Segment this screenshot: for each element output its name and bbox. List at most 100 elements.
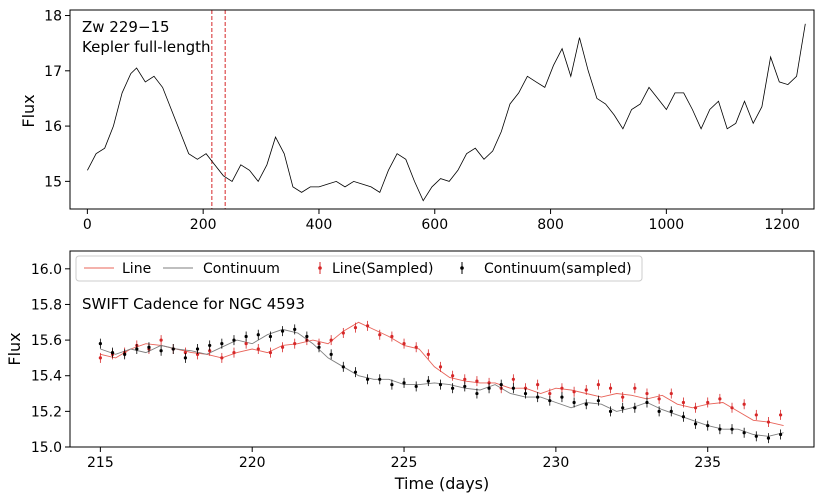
bottom-line-sampled-point-56	[778, 413, 783, 417]
bottom-line-sampled-point-0	[98, 356, 102, 360]
bottom-series-continuum-sampled	[98, 324, 783, 444]
bottom-line-sampled-point-20	[341, 331, 345, 335]
legend-swatch-line-sampled-dot	[318, 266, 322, 270]
bottom-continuum-sampled-point-41	[596, 399, 600, 403]
bottom-y-tick-label-0: 15.0	[31, 440, 62, 456]
bottom-continuum-sampled-point-39	[572, 400, 576, 405]
bottom-line-sampled-point-24	[390, 334, 394, 339]
bottom-continuum-sampled-point-10	[220, 342, 224, 346]
bottom-continuum-sampled-point-20	[341, 365, 345, 369]
bottom-series-continuum-line	[100, 328, 784, 437]
bottom-line-sampled-point-8	[195, 352, 200, 356]
bottom-continuum-sampled-point-5	[159, 349, 163, 353]
bottom-continuum-sampled-point-56	[778, 432, 783, 437]
bottom-line-sampled-point-29	[451, 374, 455, 378]
top-x-tick-label-0: 0	[83, 217, 92, 233]
bottom-line-sampled-point-15	[280, 345, 285, 349]
bottom-line-sampled-point-19	[329, 338, 333, 342]
top-y-axis-label: Flux	[19, 94, 38, 127]
bottom-continuum-sampled-point-2	[123, 352, 127, 356]
legend-entry-continuum-sampled: Continuum(sampled)	[460, 261, 632, 277]
bottom-chart-panel: 215 220 225 230 235 15.0 15.2 15.4 15.6 15.8 16.0…	[5, 250, 815, 493]
bottom-line-sampled-point-12	[244, 342, 248, 346]
legend-entry-continuum: Continuum	[163, 261, 280, 277]
bottom-line-sampled-point-32	[487, 381, 491, 385]
bottom-continuum-sampled-point-40	[584, 402, 588, 406]
bottom-x-tick-label-1: 220	[239, 455, 266, 471]
bottom-x-tick-label-2: 225	[391, 455, 418, 471]
bottom-x-axis-label: Time (days)	[394, 474, 490, 493]
bottom-continuum-sampled-point-14	[268, 334, 273, 339]
top-x-tick-label-6: 1200	[764, 217, 800, 233]
top-y-tick-label-3: 18	[44, 9, 62, 25]
bottom-continuum-sampled-point-1	[110, 350, 115, 355]
bottom-line-sampled-point-43	[621, 395, 625, 399]
bottom-continuum-sampled-point-7	[183, 356, 187, 360]
bottom-line-sampled-point-28	[438, 365, 443, 369]
bottom-y-tick-label-5: 16.0	[31, 262, 62, 278]
bottom-line-sampled-point-45	[645, 391, 649, 396]
bottom-plot-frame	[69, 250, 815, 448]
bottom-continuum-sampled-point-3	[135, 347, 139, 351]
top-plot-area	[87, 10, 806, 209]
bottom-continuum-sampled-point-44	[633, 406, 637, 410]
bottom-x-tick-label-3: 230	[543, 455, 570, 471]
bottom-continuum-sampled-point-28	[438, 383, 443, 387]
bottom-continuum-sampled-point-45	[645, 400, 649, 405]
bottom-y-axis: 15.0 15.2 15.4 15.6 15.8 16.0	[31, 262, 70, 456]
bottom-line-sampled-point-37	[548, 391, 552, 396]
bottom-continuum-sampled-point-51	[718, 427, 722, 431]
legend-entry-line: Line	[84, 261, 151, 277]
bottom-continuum-sampled-point-25	[402, 381, 406, 385]
bottom-annotation: SWIFT Cadence for NGC 4593	[82, 295, 305, 313]
bottom-continuum-sampled-point-50	[706, 424, 710, 428]
bottom-continuum-sampled-point-22	[366, 377, 370, 381]
bottom-continuum-sampled-point-32	[487, 386, 491, 390]
bottom-continuum-sampled-point-6	[171, 347, 175, 351]
bottom-continuum-sampled-point-35	[523, 391, 528, 396]
bottom-line-sampled-point-55	[766, 420, 771, 424]
bottom-continuum-sampled-point-19	[329, 352, 333, 356]
bottom-line-sampled-point-26	[414, 345, 418, 349]
bottom-plot-area	[98, 320, 784, 444]
bottom-line-sampled-point-13	[256, 347, 260, 351]
bottom-line-sampled-point-41	[596, 383, 600, 387]
bottom-line-sampled-point-38	[560, 386, 564, 390]
bottom-continuum-sampled-point-30	[463, 384, 467, 389]
top-annotation-subtitle: Kepler full-length	[82, 38, 211, 56]
bottom-line-sampled-point-49	[693, 406, 698, 410]
bottom-line-sampled-point-14	[268, 350, 273, 355]
top-x-tick-label-2: 400	[306, 217, 333, 233]
bottom-line-sampled-point-21	[353, 326, 358, 330]
bottom-series-line-sampled	[98, 320, 783, 428]
bottom-continuum-sampled-point-12	[244, 334, 248, 339]
bottom-continuum-sampled-point-29	[451, 386, 455, 390]
bottom-line-sampled-point-11	[232, 350, 236, 355]
bottom-continuum-sampled-point-8	[195, 347, 200, 351]
bottom-continuum-sampled-point-48	[681, 415, 686, 419]
bottom-continuum-sampled-point-21	[353, 370, 358, 374]
bottom-line-sampled-point-35	[523, 386, 528, 390]
bottom-continuum-sampled-point-36	[536, 395, 540, 399]
bottom-line-sampled-point-5	[159, 338, 163, 342]
legend-swatch-continuum-sampled-dot	[460, 266, 464, 270]
top-series-series-line	[87, 23, 806, 202]
bottom-line-sampled-point-50	[706, 400, 710, 405]
bottom-line-sampled-point-51	[718, 397, 722, 401]
bottom-line-sampled-point-42	[608, 386, 613, 390]
bottom-line-sampled-point-40	[584, 388, 588, 392]
bottom-line-sampled-point-16	[293, 342, 297, 346]
bottom-continuum-sampled-point-23	[378, 377, 382, 381]
bottom-x-tick-label-0: 215	[87, 455, 114, 471]
legend-label-continuum-sampled: Continuum(sampled)	[484, 261, 632, 277]
top-x-tick-label-4: 800	[537, 217, 564, 233]
bottom-continuum-sampled-point-17	[305, 334, 309, 339]
legend-label-line-sampled: Line(Sampled)	[332, 261, 433, 277]
bottom-x-axis: 215 220 225 230 235	[87, 447, 721, 471]
bottom-y-axis-label: Flux	[5, 332, 24, 365]
bottom-line-sampled-point-23	[378, 333, 382, 337]
bottom-line-sampled-point-7	[183, 350, 187, 355]
bottom-continuum-sampled-point-18	[317, 345, 321, 349]
top-y-tick-label-0: 15	[44, 174, 62, 190]
top-x-axis: 0 200 400 600 800 1000 1200	[83, 209, 800, 233]
